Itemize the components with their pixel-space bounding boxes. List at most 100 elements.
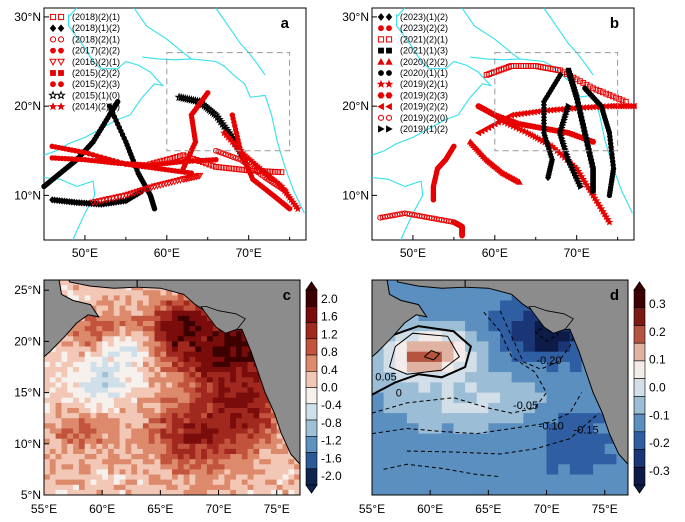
heat-cell-1397 [236,438,243,445]
heat-cell-1028 [137,397,144,404]
heat-cell-660 [44,356,51,363]
legend-marker-7-b [385,92,393,99]
heat-cell-1772 [113,484,121,491]
colorbar-swatch-3 [633,342,646,362]
heat-cell-983 [131,392,138,399]
heat-cell-935 [108,387,115,394]
legend-marker-5-a [378,70,384,76]
heat-cell-802 [102,372,109,378]
heat-cell-996 [206,392,214,399]
heat-cell-286 [172,310,179,317]
heat-cell-764 [137,367,144,373]
heat-cell-1404 [276,438,283,445]
heat-cell-290 [418,413,431,424]
heat-cell-1486 [241,448,249,455]
heat-cell-669 [96,356,103,363]
heat-cell-1392 [206,438,214,445]
heat-cell-324 [558,423,571,434]
heat-cell-914 [241,382,249,388]
heat-cell-1722 [78,479,86,486]
heat-cell-336 [441,433,454,445]
legend-label-6: (2019)(2)(1) [400,79,448,89]
heat-cell-1671 [294,469,300,475]
heat-cell-1239 [84,423,91,429]
heat-cell-1323 [61,433,68,440]
heat-cell-818 [195,372,202,378]
heat-cell-1552 [113,459,121,465]
heat-cell-1492 [276,448,283,455]
heat-cell-227 [453,382,466,394]
heat-cell-383 [476,454,489,465]
heat-cell-53 [476,300,489,312]
heat-cell-1456 [67,448,74,455]
heat-cell-1220 [230,418,237,424]
heat-cell-993 [189,392,196,399]
heat-cell-119 [476,331,489,342]
heat-cell-968 [44,392,51,399]
heat-cell-1735 [154,479,161,486]
heat-cell-229 [476,382,489,394]
heat-cell-329 [166,315,173,322]
heat-cell-677 [142,356,150,363]
heat-cell-1703 [224,474,231,481]
heat-cell-463 [177,331,185,337]
heat-cell-360 [465,443,478,455]
heat-cell-1766 [78,484,86,491]
heat-cell-498 [125,336,132,342]
heat-cell-1163 [154,413,161,419]
heat-cell-1598 [125,464,132,470]
heat-cell-1574 [241,459,249,465]
heat-cell-562 [241,341,249,347]
heat-cell-231 [108,305,115,312]
heat-cell-330 [372,433,385,445]
heat-cell-1401 [259,438,266,445]
heat-cell-838 [55,377,62,383]
heat-cell-445 [430,484,443,495]
panel-a-tracks [41,90,302,213]
heat-cell-1664 [253,469,260,475]
heat-cell-1 [383,280,396,291]
legend-label-0: (2023)(1)(2) [400,12,448,22]
heat-cell-1074 [148,402,155,409]
colorbar-label-8: -1.2 [321,434,342,448]
heat-cell-862 [195,377,202,383]
heat-cell-270 [441,402,454,414]
legend-marker-3-b [58,47,64,54]
heat-cell-1368 [67,438,74,445]
heat-cell-401 [430,464,443,475]
heat-cell-308 [372,423,385,434]
heat-cell-957 [236,387,243,394]
heat-cell-1593 [96,464,103,470]
colorbar-swatch-2 [305,322,318,340]
heat-cell-1799 [270,484,278,491]
heat-cell-664 [67,356,74,363]
heat-cell-239 [154,305,161,312]
heat-cell-507 [177,336,185,342]
heat-cell-266 [395,402,408,414]
heat-cell-278 [534,402,547,414]
heat-cell-419 [177,326,185,332]
heat-cell-316 [90,315,97,322]
heat-cell-360 [90,321,97,327]
heat-cell-247 [430,392,443,404]
heat-cell-1745 [212,479,219,486]
heat-cell-1520 [183,454,190,460]
legend-label-7: (2015)(1)(0) [72,90,120,100]
heat-cell-414 [581,464,594,475]
heat-cell-956 [230,387,237,394]
colorbar-swatch-10 [305,452,318,470]
heat-cell-1364 [44,438,51,445]
heat-cell-1461 [96,448,103,455]
heat-cell-633 [142,351,150,358]
heat-cell-378 [418,454,431,465]
heat-cell-410 [534,464,547,475]
heat-cell-1576 [253,459,260,465]
legend-marker-3-b [386,47,392,54]
x-tick-label-0: 55°E [359,502,385,516]
heat-cell-27 [430,290,443,301]
heat-cell-1618 [241,464,249,470]
heat-cell-1282 [78,428,86,435]
heat-cell-1203 [131,418,138,424]
heat-cell-842 [78,377,86,383]
heat-cell-530 [55,341,62,347]
